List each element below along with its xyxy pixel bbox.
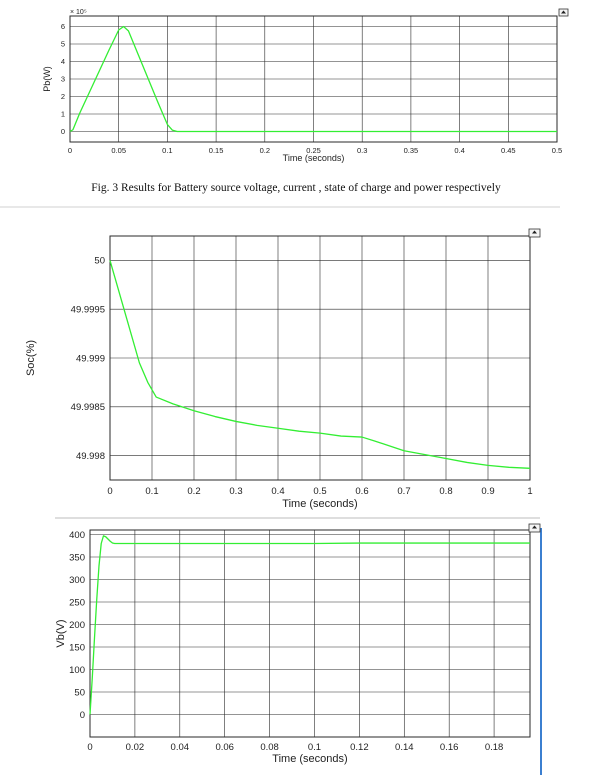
pb-x-tick-label: 0.35 [404,146,419,155]
pb-y-tick-label: 1 [61,110,65,119]
vb-x-axis-label: Time (seconds) [272,753,347,765]
vb-y-tick-label: 350 [69,552,85,563]
soc-y-tick-label: 50 [94,256,105,267]
vb-y-tick-label: 0 [80,710,85,721]
vb-x-tick-label: 0.1 [308,742,321,753]
pb-x-tick-label: 0.5 [552,146,562,155]
soc-expand-button[interactable] [528,228,541,238]
vb-x-tick-label: 0.06 [215,742,234,753]
soc-x-tick-label: 0.6 [355,486,368,497]
pb-x-tick-label: 0.45 [501,146,516,155]
soc-y-axis-label: Soc(%) [25,340,37,376]
soc-y-tick-label: 49.9995 [71,305,105,316]
arrow-up-icon [532,525,537,529]
pb-series-line [69,25,557,133]
arrow-up-icon [532,230,537,234]
pb-x-tick-label: 0.05 [111,146,126,155]
soc-x-tick-label: 0.9 [481,486,494,497]
pb-x-tick-label: 0.2 [260,146,270,155]
vb-y-tick-label: 400 [69,530,85,541]
soc-x-tick-label: 0.4 [271,486,284,497]
pb-x-axis-label: Time (seconds) [283,153,345,163]
vb-x-tick-label: 0.02 [126,742,145,753]
soc-x-axis-label: Time (seconds) [282,498,357,510]
soc-x-tick-label: 0.8 [439,486,452,497]
vb-x-tick-label: 0.16 [440,742,459,753]
pb-x-tick-label: 0.15 [209,146,224,155]
pb-x-tick-label: 0 [68,146,72,155]
pb-chart: 0 0.05 0.1 0.15 0.2 0.25 0.3 0.35 0.4 0.45 0.5 0 1 2 3… [42,8,569,163]
vb-plot-area [89,529,531,738]
vb-x-tick-label: 0.04 [171,742,190,753]
pb-y-tick-label: 6 [61,22,65,31]
soc-x-tick-label: 0.5 [313,486,326,497]
vb-y-tick-label: 100 [69,665,85,676]
vb-x-tick-label: 0 [87,742,92,753]
vb-x-tick-label: 0.12 [350,742,369,753]
vb-expand-button[interactable] [528,523,541,533]
vb-y-tick-label: 50 [74,687,85,698]
vb-y-tick-label: 250 [69,597,85,608]
arrow-up-icon [561,10,566,14]
pb-exponent-label: × 10⁵ [70,9,87,16]
vb-x-tick-label: 0.18 [485,742,504,753]
pb-expand-button[interactable] [558,8,569,17]
pb-y-axis-label: Pb(W) [42,66,52,92]
vb-x-tick-label: 0.14 [395,742,414,753]
soc-x-tick-label: 0 [107,486,112,497]
soc-chart: 0 0.1 0.2 0.3 0.4 0.5 0.6 0.7 0.8 0.9 1 49.998 49.99… [25,228,541,510]
pb-y-tick-label: 5 [61,40,65,49]
vb-chart: 0 0.02 0.04 0.06 0.08 0.1 0.12 0.14 0.16 0.18 0 50 1… [55,523,541,765]
pb-y-tick-label: 2 [61,92,65,101]
soc-y-tick-label: 49.9985 [71,402,105,413]
soc-x-tick-label: 0.3 [229,486,242,497]
vb-y-tick-label: 150 [69,642,85,653]
vb-x-tick-label: 0.08 [260,742,279,753]
pb-y-tick-label: 4 [61,57,65,66]
figure-caption: Fig. 3 Results for Battery source voltag… [91,182,501,194]
soc-x-tick-label: 0.2 [187,486,200,497]
pb-x-tick-label: 0.4 [454,146,464,155]
soc-x-tick-label: 0.7 [397,486,410,497]
vb-y-tick-label: 200 [69,620,85,631]
vb-series-line [89,535,530,715]
soc-x-tick-label: 1 [527,486,532,497]
soc-y-tick-label: 49.999 [76,353,105,364]
vb-y-axis-label: Vb(V) [55,619,67,647]
pb-x-tick-label: 0.1 [162,146,172,155]
pb-y-tick-label: 3 [61,75,65,84]
pb-x-tick-label: 0.3 [357,146,367,155]
vb-y-tick-label: 300 [69,575,85,586]
pb-x-tick-label: 0.25 [306,146,321,155]
soc-y-tick-label: 49.998 [76,451,105,462]
soc-x-tick-label: 0.1 [145,486,158,497]
pb-y-tick-label: 0 [61,127,65,136]
soc-series-line [109,260,531,469]
